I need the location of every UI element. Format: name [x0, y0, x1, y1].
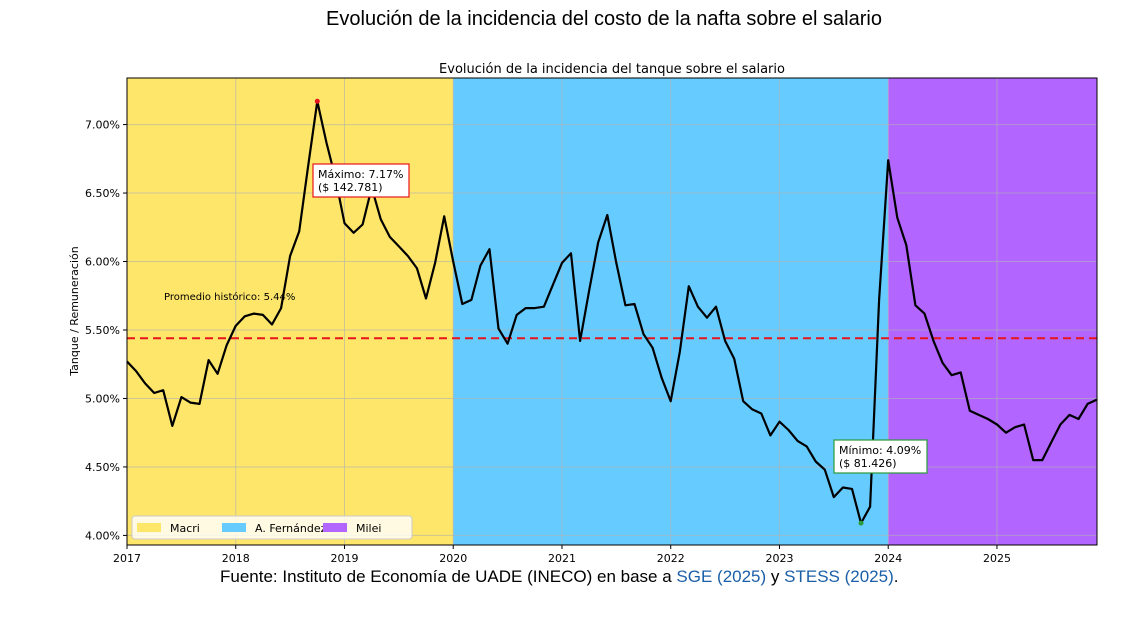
- legend-swatch: [137, 523, 161, 532]
- band-macri: [127, 78, 454, 545]
- x-tick-label: 2022: [657, 552, 685, 565]
- x-tick-label: 2023: [765, 552, 793, 565]
- max-marker: [314, 98, 320, 104]
- x-tick-label: 2024: [874, 552, 902, 565]
- chart-title: Evolución de la incidencia del tanque so…: [439, 62, 785, 77]
- source-note: Fuente: Instituto de Economía de UADE (I…: [220, 566, 920, 587]
- y-axis-label: Tanque / Remuneración: [68, 246, 81, 376]
- min-annotation-line2: ($ 81.426): [839, 457, 897, 470]
- source-mid: y: [770, 567, 780, 586]
- min-marker: [858, 520, 864, 526]
- x-tick-label: 2018: [222, 552, 250, 565]
- min-annotation-line1: Mínimo: 4.09%: [839, 444, 921, 457]
- y-tick-label: 4.00%: [85, 529, 120, 542]
- y-tick-label: 4.50%: [85, 461, 120, 474]
- x-tick-label: 2025: [983, 552, 1011, 565]
- x-tick-label: 2021: [548, 552, 576, 565]
- legend-label: Macri: [170, 522, 200, 535]
- y-tick-label: 7.00%: [85, 119, 120, 132]
- max-annotation-line1: Máximo: 7.17%: [318, 168, 403, 181]
- x-tick-label: 2017: [113, 552, 141, 565]
- series-line: [126, 100, 1098, 525]
- band-milei: [888, 78, 1097, 545]
- source-suffix: .: [893, 567, 899, 586]
- legend-swatch: [222, 523, 246, 532]
- max-annotation-line2: ($ 142.781): [318, 181, 383, 194]
- legend-label: A. Fernández: [255, 522, 327, 535]
- y-tick-label: 5.00%: [85, 392, 120, 405]
- legend-label: Milei: [356, 522, 381, 535]
- y-tick-label: 5.50%: [85, 324, 120, 337]
- legend-swatch: [323, 523, 347, 532]
- average-label: Promedio histórico: 5.44%: [164, 291, 295, 303]
- x-tick-label: 2019: [330, 552, 358, 565]
- sge-link[interactable]: SGE (2025): [676, 567, 767, 586]
- plot-frame: [126, 77, 1098, 546]
- y-tick-label: 6.50%: [85, 187, 120, 200]
- main-title: Evolución de la incidencia del costo de …: [326, 8, 882, 30]
- stess-link[interactable]: STESS (2025): [784, 567, 894, 586]
- y-tick-label: 6.00%: [85, 256, 120, 269]
- source-prefix: Fuente: Instituto de Economía de UADE (I…: [220, 567, 672, 586]
- min-annotation-box: [833, 439, 928, 474]
- x-tick-label: 2020: [439, 552, 467, 565]
- legend: [131, 515, 413, 540]
- max-annotation-box: [312, 163, 410, 198]
